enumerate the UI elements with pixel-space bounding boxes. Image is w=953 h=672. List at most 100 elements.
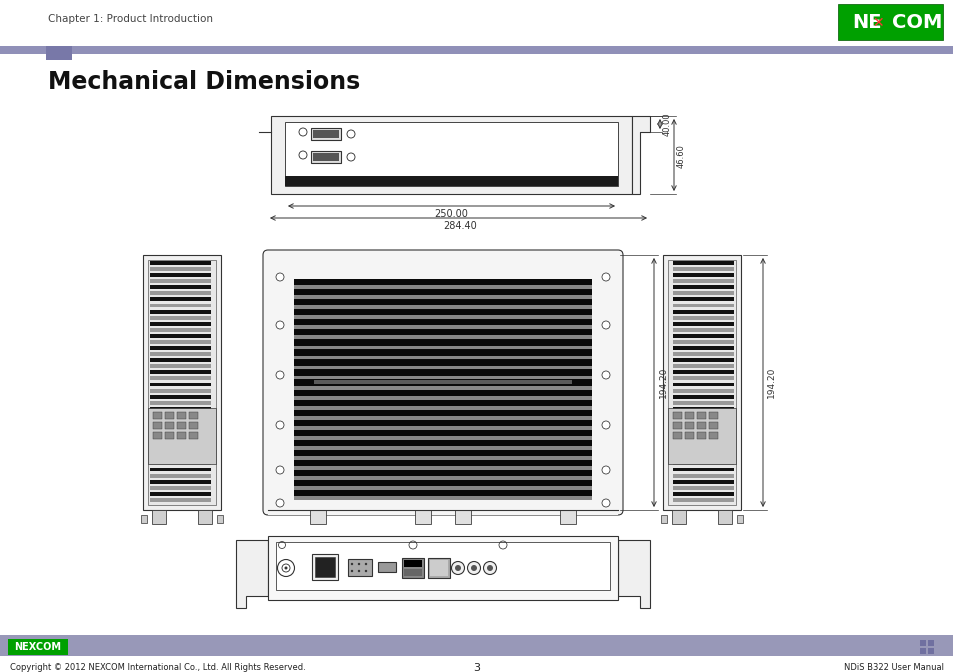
Bar (268, 490, 618, 515)
Bar (314, 380, 572, 384)
Bar (150, 450, 211, 454)
Circle shape (364, 563, 367, 565)
Polygon shape (618, 540, 649, 608)
Circle shape (601, 321, 609, 329)
Bar (294, 400, 592, 406)
Text: 284.40: 284.40 (443, 221, 476, 231)
Bar (314, 557, 335, 577)
Bar (672, 334, 733, 338)
Bar (150, 401, 211, 405)
Bar (150, 468, 211, 472)
Bar (672, 431, 733, 435)
Bar (672, 498, 733, 502)
Bar (46, 46, 71, 60)
Bar (708, 422, 718, 429)
Text: NE: NE (851, 13, 881, 32)
Bar (401, 558, 423, 578)
Bar (403, 560, 421, 567)
Bar (415, 510, 431, 524)
Bar (150, 480, 211, 484)
Bar (667, 260, 735, 505)
Bar (216, 515, 223, 523)
Bar (0, 46, 953, 54)
Bar (294, 450, 592, 456)
Bar (177, 412, 186, 419)
Bar (672, 407, 733, 411)
Bar (672, 486, 733, 490)
Bar (672, 292, 733, 295)
Bar (294, 289, 592, 295)
Bar (150, 310, 211, 314)
Bar (697, 412, 705, 419)
Bar (672, 462, 733, 466)
Bar (150, 407, 211, 411)
Bar (198, 510, 212, 524)
Bar (684, 412, 693, 419)
Circle shape (275, 466, 284, 474)
Bar (150, 437, 211, 441)
Bar (294, 439, 592, 446)
Bar (152, 510, 166, 524)
Circle shape (351, 563, 353, 565)
Bar (672, 352, 733, 356)
Bar (672, 450, 733, 454)
Circle shape (357, 570, 360, 572)
Bar (294, 390, 592, 396)
Bar (672, 492, 733, 496)
Bar (672, 304, 733, 308)
Bar (150, 474, 211, 478)
Bar (294, 329, 592, 335)
Bar (294, 480, 592, 486)
Bar (0, 656, 953, 672)
Bar (403, 569, 421, 576)
Bar (684, 422, 693, 429)
Bar (150, 394, 211, 398)
Bar (672, 468, 733, 472)
Bar (165, 422, 173, 429)
Bar (275, 542, 609, 590)
Text: NDiS B322 User Manual: NDiS B322 User Manual (843, 663, 943, 672)
Bar (430, 560, 448, 576)
Bar (672, 382, 733, 386)
Bar (150, 364, 211, 368)
Bar (143, 255, 221, 510)
Bar (672, 419, 733, 423)
Circle shape (275, 499, 284, 507)
Bar (150, 261, 211, 265)
Bar (708, 432, 718, 439)
Bar (667, 408, 735, 464)
Bar (672, 376, 733, 380)
Bar (189, 422, 198, 429)
Circle shape (364, 570, 367, 572)
Bar (672, 346, 733, 350)
Bar (672, 456, 733, 460)
Bar (708, 412, 718, 419)
Bar (559, 510, 576, 524)
Bar (152, 422, 162, 429)
Bar (672, 364, 733, 368)
Bar (294, 429, 592, 436)
Bar (177, 432, 186, 439)
Bar (672, 280, 733, 283)
Text: NEXCOM: NEXCOM (14, 642, 61, 652)
Bar (150, 267, 211, 271)
Bar (150, 382, 211, 386)
Bar (311, 128, 340, 140)
Bar (148, 260, 215, 505)
Bar (672, 412, 681, 419)
Text: Mechanical Dimensions: Mechanical Dimensions (48, 70, 360, 94)
Bar (150, 425, 211, 429)
Bar (737, 515, 742, 523)
Bar (672, 425, 733, 429)
Bar (919, 640, 925, 646)
Circle shape (275, 321, 284, 329)
Bar (927, 640, 933, 646)
Bar (377, 562, 395, 572)
Bar (165, 412, 173, 419)
Bar (150, 273, 211, 277)
Bar (310, 510, 326, 524)
Bar (660, 515, 666, 523)
Bar (927, 648, 933, 654)
Text: 250.00: 250.00 (435, 209, 468, 219)
Bar (150, 462, 211, 466)
